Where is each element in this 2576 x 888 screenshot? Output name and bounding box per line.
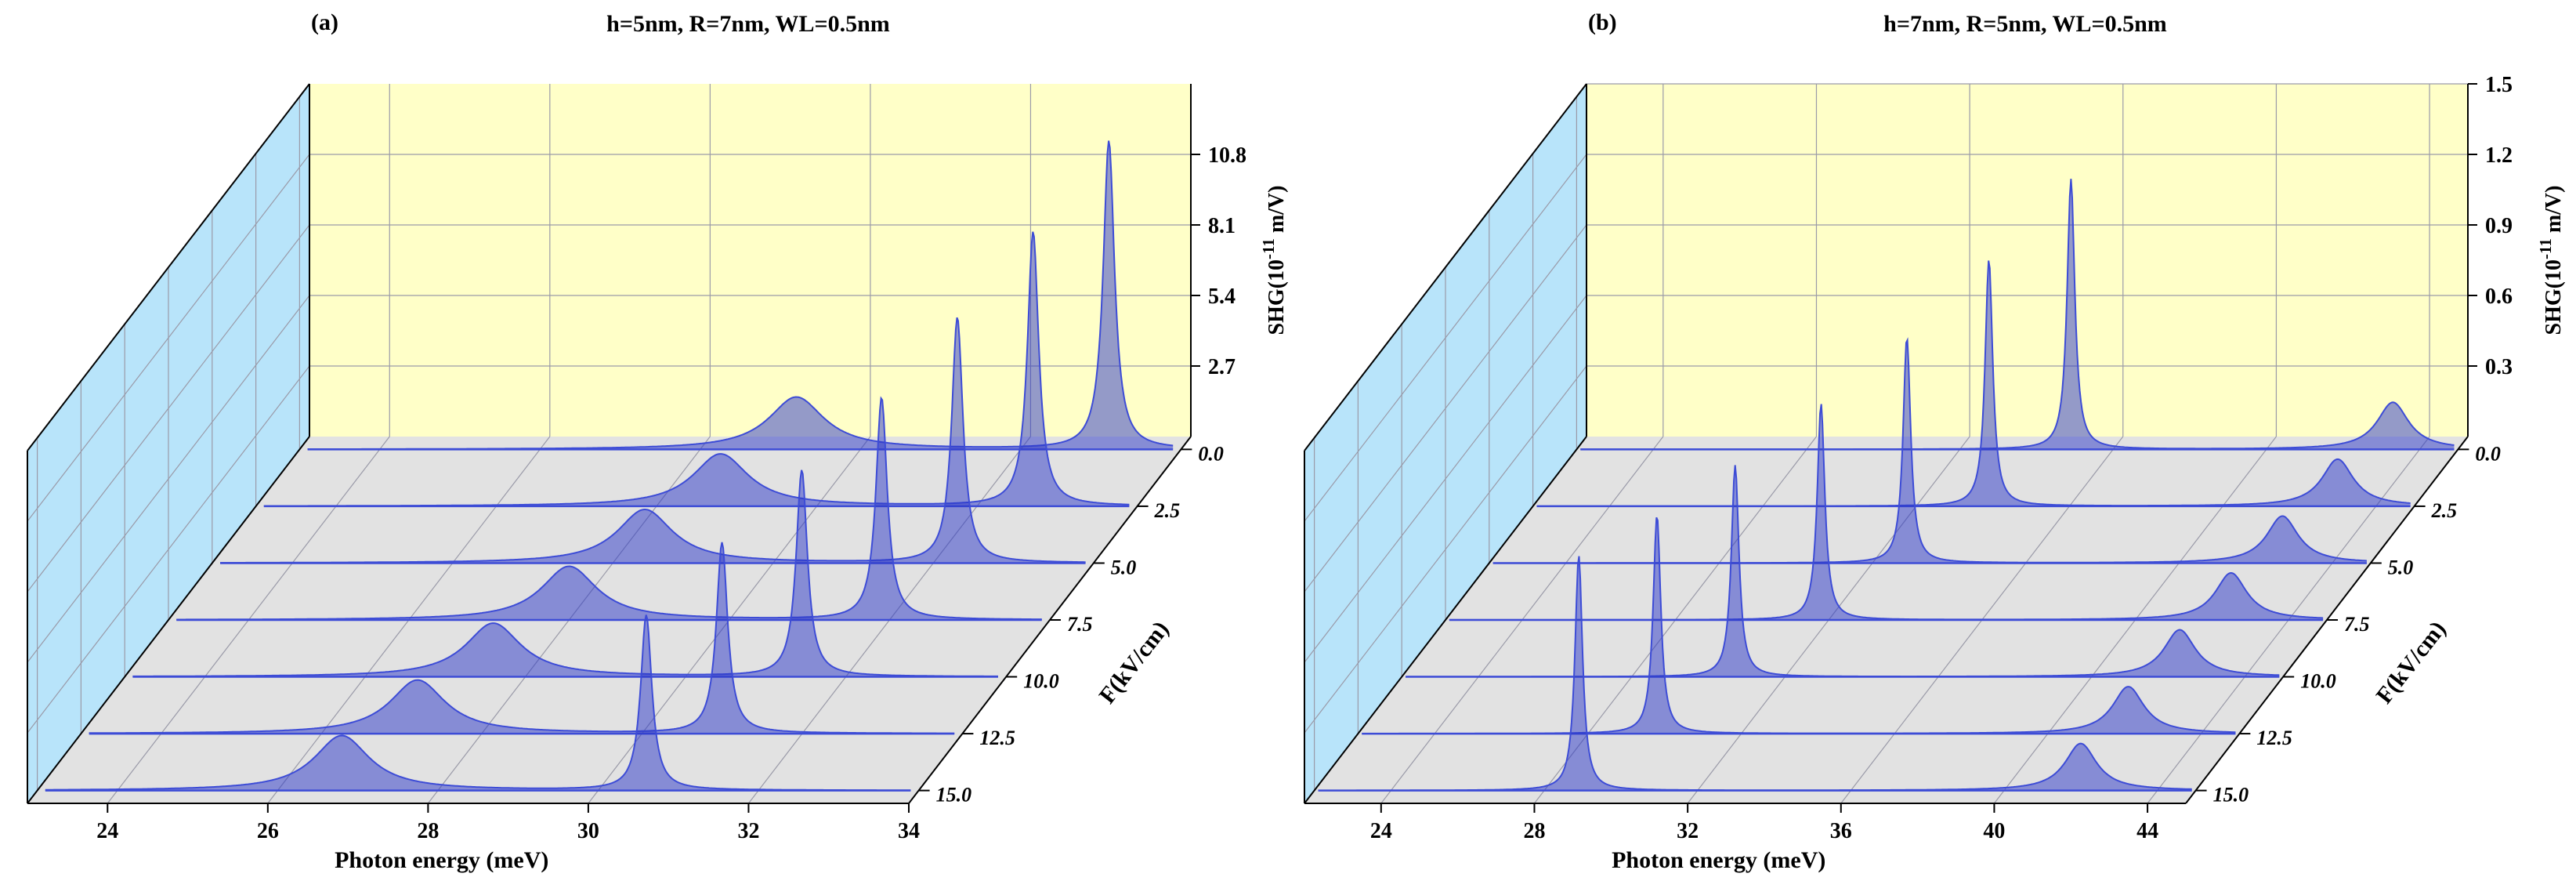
f-tick-label: 0.0 [1198, 442, 1224, 465]
x-tick-label: 36 [1830, 819, 1852, 843]
chart-title: h=5nm, R=7nm, WL=0.5nm [606, 11, 890, 37]
series-area-F10.0 [1406, 465, 2280, 677]
x-tick-label: 34 [898, 819, 920, 843]
f-tick-label: 10.0 [2300, 670, 2336, 693]
f-tick-label: 10.0 [1023, 670, 1059, 693]
back-wall [1586, 84, 2468, 437]
x-axis-label: Photon energy (meV) [1612, 847, 1825, 873]
z-tick-label: 0.9 [2485, 214, 2513, 238]
panel-b: 0.0 2.5 5.0 7.5 10.0 12.5 15.0 24 28 32 36 40 44 Phot… [1304, 9, 2566, 873]
back-wall [309, 84, 1191, 437]
series-area-F5.0 [1492, 340, 2367, 564]
panel-a: 0.0 2.5 5.0 7.5 10.0 12.5 15.0 24 26 28 30 32 34 Phot… [27, 9, 1289, 873]
f-tick-label: 15.0 [936, 784, 972, 806]
series-area-F2.5 [1536, 260, 2411, 506]
series-area-F5.0 [220, 317, 1086, 564]
x-axis-label: Photon energy (meV) [335, 847, 548, 873]
f-axis-label: F(kV/cm) [1094, 616, 1174, 708]
f-tick-label: 5.0 [1111, 556, 1137, 578]
y-axis-label-exp: -11 [2536, 238, 2555, 259]
y-axis-label-main: SHG(10 [1264, 259, 1289, 335]
chart-title: h=7nm, R=5nm, WL=0.5nm [1883, 11, 2167, 37]
f-tick-label: 12.5 [979, 727, 1015, 749]
z-tick-label: 8.1 [1208, 214, 1236, 238]
x-tick-label: 24 [96, 819, 118, 843]
panel-label: (a) [311, 9, 338, 35]
series-group [45, 140, 1174, 792]
x-tick-label: 28 [1523, 819, 1545, 843]
series-line-F10.0 [132, 469, 998, 677]
f-axis-label: F(kV/cm) [2372, 616, 2451, 708]
z-tick-label: 5.4 [1208, 285, 1236, 309]
x-tick-label: 32 [1677, 819, 1699, 843]
x-tick-label: 44 [2136, 819, 2158, 843]
y-axis-label-main: SHG(10 [2542, 259, 2566, 335]
z-tick-label: 0.3 [2485, 355, 2513, 379]
x-tick-label: 32 [737, 819, 759, 843]
f-tick-label: 5.0 [2388, 556, 2414, 578]
z-tick-label: 2.7 [1208, 355, 1236, 379]
x-tick-label: 26 [257, 819, 279, 843]
series-area-F7.5 [1449, 404, 2324, 620]
series-area-F2.5 [263, 231, 1130, 506]
y-axis-label-tail: m/V) [2542, 186, 2566, 239]
f-tick-label: 7.5 [1067, 613, 1093, 636]
z-tick-label: 0.6 [2485, 285, 2513, 309]
series-group [1318, 179, 2455, 792]
z-tick-label: 1.5 [2485, 73, 2513, 97]
y-axis-label: SHG(10-11 m/V) [2536, 186, 2566, 335]
x-tick-label: 28 [417, 819, 439, 843]
z-tick-label: 10.8 [1208, 143, 1246, 168]
x-tick-label: 40 [1983, 819, 2005, 843]
panel-label: (b) [1588, 9, 1617, 35]
f-tick-label: 15.0 [2213, 784, 2249, 806]
f-tick-label: 12.5 [2256, 727, 2292, 749]
y-axis-label-exp: -11 [1259, 238, 1278, 259]
y-axis-label-tail: m/V) [1264, 186, 1289, 239]
y-axis-label: SHG(10-11 m/V) [1259, 186, 1289, 335]
series-line-F12.5 [89, 542, 955, 734]
f-tick-label: 2.5 [1154, 499, 1181, 522]
x-tick-label: 30 [577, 819, 599, 843]
series-line-F7.5 [176, 396, 1042, 621]
x-tick-label: 24 [1370, 819, 1392, 843]
f-tick-label: 7.5 [2344, 613, 2370, 636]
f-tick-label: 0.0 [2475, 442, 2501, 465]
z-tick-label: 1.2 [2485, 143, 2513, 168]
f-tick-label: 2.5 [2431, 499, 2458, 522]
